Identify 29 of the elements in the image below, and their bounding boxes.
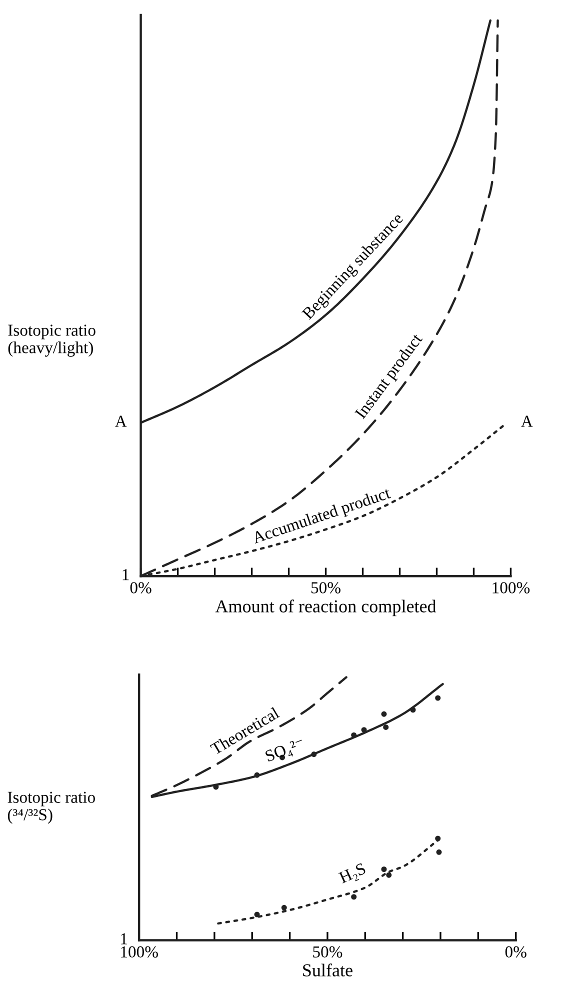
point: [436, 849, 442, 855]
y-axis-title: Isotopic ratio (heavy/light): [8, 324, 96, 357]
point: [381, 711, 387, 717]
point: [383, 724, 389, 730]
x-tick-label: 50%: [311, 582, 340, 594]
point: [435, 836, 441, 842]
x-tick-label: 50%: [313, 946, 342, 958]
point: [281, 904, 287, 910]
point: [351, 894, 357, 900]
point: [410, 707, 416, 713]
x-axis-title: Sulfate: [303, 964, 352, 976]
point: [381, 866, 387, 872]
y-axis-title: Isotopic ratio (³⁴/³²S): [8, 792, 95, 824]
annotation: A: [521, 416, 533, 427]
text: H₂S: [338, 862, 368, 886]
text: 1: [122, 569, 129, 580]
point: [254, 772, 260, 778]
point: [361, 727, 367, 733]
annotation: A: [115, 416, 127, 427]
text: 1: [121, 933, 127, 944]
x-tick-label: 100%: [121, 946, 158, 958]
x-axis-title: Amount of reaction completed: [215, 600, 436, 616]
x-tick-label: 0%: [505, 946, 526, 958]
point: [386, 872, 392, 878]
x-tick-label: 100%: [492, 582, 530, 594]
point: [311, 752, 317, 758]
x-tick-label: 0%: [130, 582, 152, 594]
point: [254, 912, 260, 918]
point: [435, 695, 441, 701]
